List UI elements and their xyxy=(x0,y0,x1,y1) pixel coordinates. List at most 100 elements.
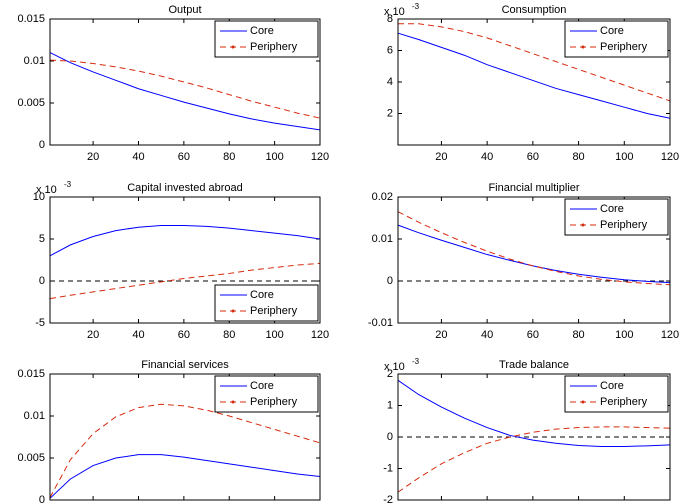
x-tick-label: 100 xyxy=(265,329,283,341)
exponent-power: -3 xyxy=(412,2,420,11)
legend-box xyxy=(214,284,319,322)
legend-box xyxy=(214,20,319,58)
x-tick-label: 40 xyxy=(132,151,144,163)
series-line xyxy=(49,454,321,499)
y-tick-label: 0 xyxy=(387,431,393,443)
exponent-base: x 10 xyxy=(384,361,405,373)
series-line xyxy=(397,211,671,286)
legend-label: Core xyxy=(250,25,274,37)
x-tick-label: 40 xyxy=(481,151,493,163)
y-tick-label: 5 xyxy=(39,233,45,245)
x-tick-label: 80 xyxy=(223,151,235,163)
legend-label: Periphery xyxy=(250,396,298,408)
legend-label: Core xyxy=(250,380,274,392)
y-tick-label: -5 xyxy=(35,317,45,329)
series-line xyxy=(397,32,671,119)
x-tick-label: 80 xyxy=(223,329,235,341)
series-line xyxy=(397,426,671,493)
y-tick-label: 0 xyxy=(39,139,45,151)
x-tick-label: 60 xyxy=(527,151,539,163)
legend-label: Periphery xyxy=(600,41,648,53)
legend-box xyxy=(564,20,669,58)
x-tick-label: 120 xyxy=(311,329,329,341)
legend-box xyxy=(564,198,669,236)
y-tick-label: 0.005 xyxy=(17,452,45,464)
exponent-base: x 10 xyxy=(36,184,57,196)
legend-marker xyxy=(231,400,235,404)
axes-box xyxy=(397,18,671,146)
y-tick-label: 0.005 xyxy=(17,97,45,109)
subplot-title: Output xyxy=(168,4,201,16)
axes-box xyxy=(49,373,321,501)
axes-box xyxy=(49,196,321,324)
legend-label: Core xyxy=(250,289,274,301)
x-tick-label: 40 xyxy=(132,329,144,341)
y-tick-label: 8 xyxy=(387,13,393,25)
legend-label: Core xyxy=(600,380,624,392)
exponent-power: -3 xyxy=(64,180,72,189)
y-tick-label: -1 xyxy=(383,462,393,474)
y-tick-label: 1 xyxy=(387,399,393,411)
subplot-title: Consumption xyxy=(502,4,567,16)
y-tick-label: 4 xyxy=(387,76,393,88)
legend-marker xyxy=(581,223,585,227)
x-tick-label: 100 xyxy=(265,151,283,163)
y-tick-label: 0 xyxy=(387,275,393,287)
x-tick-label: 120 xyxy=(661,329,679,341)
series-line xyxy=(398,23,671,102)
legend-box xyxy=(214,375,319,413)
legend-label: Periphery xyxy=(250,41,298,53)
x-tick-label: 60 xyxy=(178,329,190,341)
series-line xyxy=(49,52,321,131)
subplot-title: Trade balance xyxy=(499,359,569,371)
x-tick-label: 120 xyxy=(311,151,329,163)
x-tick-label: 60 xyxy=(178,151,190,163)
y-tick-label: 0 xyxy=(39,275,45,287)
y-tick-label: 2 xyxy=(387,107,393,119)
legend-label: Periphery xyxy=(600,219,648,231)
exponent-base: x 10 xyxy=(384,6,405,18)
x-tick-label: 100 xyxy=(615,329,633,341)
legend-marker xyxy=(231,309,235,313)
x-tick-label: 20 xyxy=(435,151,447,163)
legend-box xyxy=(564,375,669,413)
x-tick-label: 20 xyxy=(87,151,99,163)
x-tick-label: 120 xyxy=(661,151,679,163)
axes-box xyxy=(49,18,321,146)
exponent-power: -3 xyxy=(412,357,420,366)
x-tick-label: 80 xyxy=(572,151,584,163)
legend-label: Periphery xyxy=(250,305,298,317)
axes-box xyxy=(397,196,671,324)
y-tick-label: 0.01 xyxy=(24,55,45,67)
legend-marker xyxy=(231,45,235,49)
series-line xyxy=(49,59,321,119)
y-tick-label: 0.015 xyxy=(17,13,45,25)
x-tick-label: 80 xyxy=(572,329,584,341)
legend-marker xyxy=(581,45,585,49)
subplot-title: Capital invested abroad xyxy=(127,182,243,194)
y-tick-label: 0.01 xyxy=(24,410,45,422)
axes-box xyxy=(397,373,671,501)
legend-label: Periphery xyxy=(600,396,648,408)
y-tick-label: 10 xyxy=(33,191,45,203)
y-tick-label: 0.015 xyxy=(17,368,45,380)
y-tick-label: 0 xyxy=(39,494,45,504)
y-tick-label: -2 xyxy=(383,494,393,504)
y-tick-label: 0.01 xyxy=(372,233,393,245)
legend-label: Core xyxy=(600,203,624,215)
x-tick-label: 20 xyxy=(87,329,99,341)
x-tick-label: 100 xyxy=(615,151,633,163)
y-tick-label: 6 xyxy=(387,44,393,56)
legend-marker xyxy=(581,400,585,404)
y-tick-label: 2 xyxy=(387,368,393,380)
legend-label: Core xyxy=(600,25,624,37)
series-line xyxy=(49,403,321,498)
subplot-title: Financial multiplier xyxy=(488,182,579,194)
series-line xyxy=(397,379,671,447)
x-tick-label: 40 xyxy=(481,329,493,341)
x-tick-label: 20 xyxy=(435,329,447,341)
series-line xyxy=(49,225,321,257)
y-tick-label: 0.02 xyxy=(372,191,393,203)
